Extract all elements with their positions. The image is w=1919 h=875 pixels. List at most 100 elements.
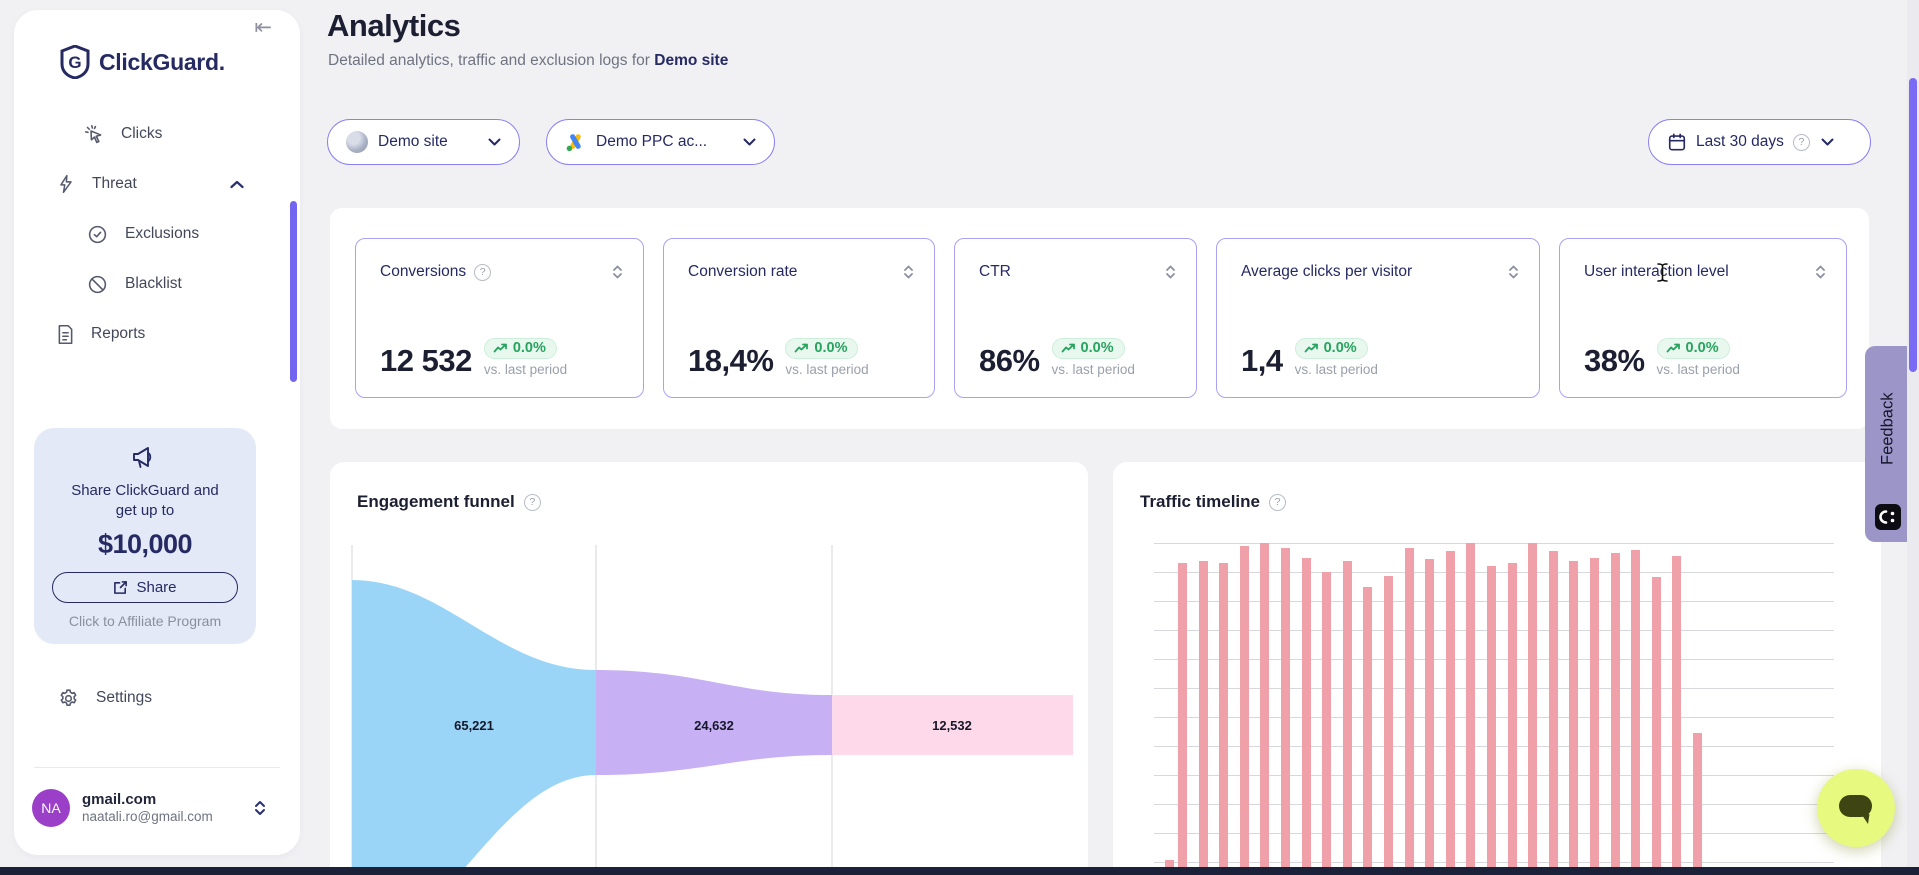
kpi-delta: 0.0% vs. last period	[1656, 338, 1740, 377]
sidebar-item-blacklist[interactable]: Blacklist	[14, 259, 300, 309]
svg-text:G: G	[68, 53, 81, 72]
help-icon[interactable]: ?	[1268, 493, 1286, 511]
timeline-bar[interactable]	[1404, 547, 1414, 875]
feedback-label: Feedback	[1878, 392, 1897, 466]
timeline-bar[interactable]	[1178, 562, 1187, 875]
timeline-bar[interactable]	[1322, 572, 1332, 875]
sidebar-item-label: Clicks	[121, 125, 163, 142]
kpi-compare-label: vs. last period	[1656, 362, 1740, 377]
lightning-icon	[56, 173, 76, 195]
trend-up-icon	[1304, 343, 1318, 353]
sort-arrows-icon[interactable]	[1165, 265, 1176, 279]
sidebar-scrollbar-thumb[interactable]	[290, 201, 297, 382]
date-range-label: Last 30 days	[1696, 133, 1784, 150]
ppc-account-selector[interactable]: Demo PPC ac...	[546, 119, 775, 165]
timeline-bar[interactable]	[1487, 565, 1496, 875]
promo-amount: $10,000	[97, 529, 193, 559]
site-selector-label: Demo site	[378, 133, 448, 150]
timeline-chart-title: Traffic timeline	[1140, 492, 1260, 511]
timeline-bar[interactable]	[1219, 562, 1229, 875]
promo-text: Share ClickGuard and get up to	[71, 482, 219, 519]
delta-badge: 0.0%	[1051, 338, 1125, 359]
timeline-bar[interactable]	[1301, 557, 1311, 875]
timeline-bar[interactable]	[1342, 560, 1352, 875]
timeline-bar[interactable]	[1445, 551, 1455, 875]
timeline-bar[interactable]	[1466, 543, 1476, 875]
site-selector[interactable]: Demo site	[327, 119, 520, 165]
account-switcher[interactable]: NA gmail.com naatali.ro@gmail.com	[32, 786, 284, 830]
sidebar-nav: Clicks Threat Exclusi	[14, 109, 300, 359]
svg-text:65,221: 65,221	[454, 718, 494, 733]
document-icon	[56, 324, 75, 345]
gridline	[1154, 543, 1834, 544]
timeline-bar[interactable]	[1610, 552, 1620, 875]
collapse-sidebar-icon[interactable]: ⇤	[254, 16, 272, 39]
kpi-card-conversions[interactable]: Conversions ? 12 532 0.0% vs. last perio…	[355, 238, 644, 398]
sort-arrows-icon[interactable]	[1815, 265, 1826, 279]
kpi-delta: 0.0% vs. last period	[1051, 338, 1135, 377]
sidebar-item-reports[interactable]: Reports	[14, 309, 300, 359]
kpi-delta: 0.0% vs. last period	[483, 338, 567, 377]
timeline-bar[interactable]	[1528, 543, 1538, 875]
sidebar-item-label: Reports	[91, 325, 146, 342]
chevron-up-down-icon[interactable]	[254, 800, 266, 816]
kpi-compare-label: vs. last period	[1051, 362, 1135, 377]
sidebar-item-label: Settings	[96, 689, 153, 706]
date-range-selector[interactable]: Last 30 days ?	[1648, 119, 1871, 165]
svg-text:24,632: 24,632	[694, 718, 734, 733]
kpi-value: 38%	[1584, 343, 1645, 378]
timeline-bar[interactable]	[1363, 586, 1373, 875]
timeline-bar[interactable]	[1281, 547, 1290, 875]
timeline-bar[interactable]	[1260, 543, 1270, 875]
timeline-bar[interactable]	[1507, 562, 1517, 875]
kpi-card-conversion-rate[interactable]: Conversion rate 18,4% 0.0% vs. last peri…	[663, 238, 935, 398]
sort-arrows-icon[interactable]	[903, 265, 914, 279]
sort-arrows-icon[interactable]	[1508, 265, 1519, 279]
sidebar-item-label: Threat	[92, 175, 137, 192]
kpi-label: CTR	[979, 263, 1011, 280]
chevron-up-icon[interactable]	[230, 180, 244, 189]
kpi-label: Conversions	[380, 263, 467, 280]
kpi-card-average-clicks[interactable]: Average clicks per visitor 1,4 0.0% vs. …	[1216, 238, 1540, 398]
chat-launcher-button[interactable]	[1817, 769, 1895, 847]
timeline-bar[interactable]	[1693, 733, 1702, 875]
page-scrollbar-thumb[interactable]	[1909, 78, 1917, 372]
kpi-label: Average clicks per visitor	[1241, 263, 1413, 280]
timeline-bar[interactable]	[1651, 577, 1661, 875]
sidebar-item-threat[interactable]: Threat	[14, 159, 300, 209]
sidebar-item-exclusions[interactable]: Exclusions	[14, 209, 300, 259]
sort-arrows-icon[interactable]	[612, 265, 623, 279]
timeline-bar[interactable]	[1384, 575, 1393, 875]
affiliate-promo-card[interactable]: Share ClickGuard and get up to $10,000 S…	[34, 428, 256, 644]
timeline-bar[interactable]	[1198, 560, 1208, 875]
page-title: Analytics	[327, 8, 461, 43]
timeline-chart[interactable]	[1154, 543, 1834, 875]
clickguard-logo-icon: G	[60, 45, 90, 79]
funnel-chart[interactable]: 65,221 24,632 12,532	[330, 462, 1088, 875]
share-button[interactable]: Share	[52, 572, 238, 603]
timeline-bar[interactable]	[1239, 546, 1249, 875]
kpi-label: Conversion rate	[688, 263, 798, 280]
sidebar-item-clicks[interactable]: Clicks	[14, 109, 300, 159]
timeline-bar[interactable]	[1548, 551, 1558, 875]
traffic-timeline-card: Traffic timeline ?	[1113, 462, 1881, 875]
feedback-tab[interactable]: Feedback	[1865, 346, 1911, 542]
no-entry-icon	[87, 274, 108, 295]
calendar-icon	[1668, 133, 1686, 151]
account-text: gmail.com naatali.ro@gmail.com	[82, 791, 213, 825]
help-icon[interactable]: ?	[474, 263, 492, 281]
help-icon[interactable]: ?	[1792, 133, 1810, 151]
kpi-card-user-interaction[interactable]: User interaction level 38% 0.0% vs. last…	[1559, 238, 1847, 398]
timeline-bar[interactable]	[1672, 556, 1682, 875]
kpi-value: 1,4	[1241, 343, 1283, 378]
kpi-card-ctr[interactable]: CTR 86% 0.0% vs. last period	[954, 238, 1197, 398]
help-icon[interactable]: ?	[523, 493, 541, 511]
timeline-bar[interactable]	[1590, 557, 1599, 875]
sidebar-item-label: Blacklist	[125, 275, 182, 292]
chevron-down-icon	[1821, 138, 1834, 146]
external-link-icon	[114, 581, 128, 594]
timeline-bar[interactable]	[1425, 559, 1435, 875]
timeline-bar[interactable]	[1631, 549, 1641, 875]
timeline-bar[interactable]	[1569, 560, 1579, 875]
sidebar-item-settings[interactable]: Settings	[58, 676, 152, 720]
